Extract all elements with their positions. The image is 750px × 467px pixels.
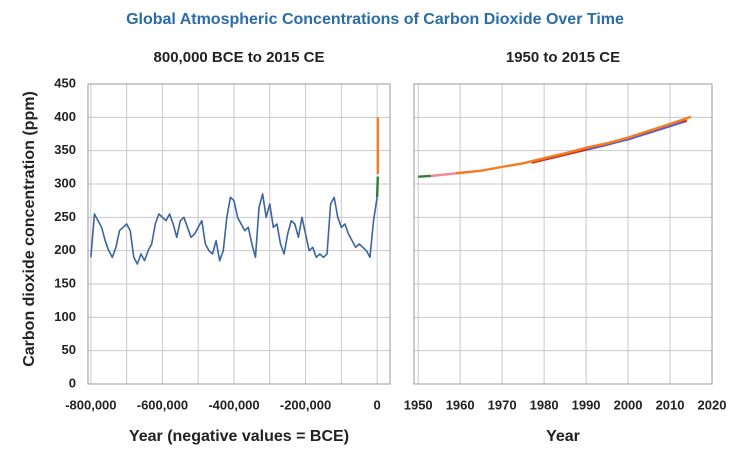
x-tick-label: 1990 [572,397,601,412]
x-tick-label: 2020 [698,397,727,412]
y-tick-label: 400 [54,109,76,124]
x-tick-label: 1960 [446,397,475,412]
x-tick-label: 1970 [488,397,517,412]
series-line [455,115,692,175]
panel-title: 800,000 BCE to 2015 CE [154,49,325,66]
x-tick-label: 2010 [656,397,685,412]
x-tick-label: 1980 [530,397,559,412]
y-axis-label: Carbon dioxide concentration (ppm) [21,91,38,367]
y-tick-label: 150 [54,275,76,290]
y-tick-label: 0 [69,375,76,390]
x-tick-label: 0 [374,397,381,412]
x-axis-label: Year [546,428,580,445]
y-tick-label: 50 [62,342,76,357]
plot-frame [87,83,391,385]
panel-title: 1950 to 2015 CE [506,49,620,66]
plot-frame [413,83,713,385]
y-tick-label: 300 [54,175,76,190]
x-tick-label: -400,000 [208,397,259,412]
y-tick-label: 450 [54,75,76,90]
x-tick-label: -800,000 [65,397,116,412]
x-tick-label: 2000 [614,397,643,412]
x-axis-label: Year (negative values = BCE) [129,428,349,445]
y-tick-label: 200 [54,242,76,257]
x-tick-label: -600,000 [137,397,188,412]
y-tick-label: 350 [54,142,76,157]
y-tick-label: 250 [54,209,76,224]
chart-title: Global Atmospheric Concentrations of Car… [126,11,624,28]
series-line [375,176,380,198]
x-tick-label: -200,000 [280,397,331,412]
x-tick-label: 1950 [404,397,433,412]
series-line [90,193,378,265]
y-tick-label: 100 [54,309,76,324]
